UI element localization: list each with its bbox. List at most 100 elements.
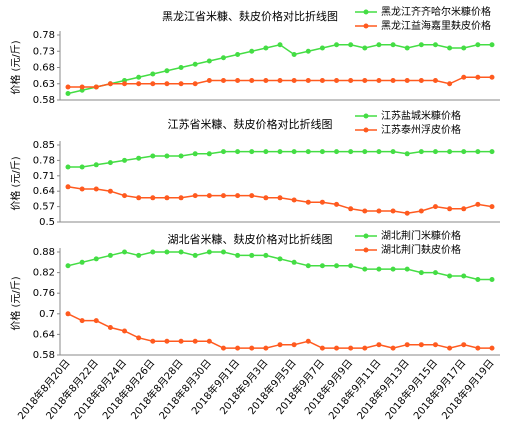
data-point bbox=[192, 252, 198, 258]
data-point bbox=[447, 149, 453, 155]
y-tick-label: 0.64 bbox=[33, 186, 55, 197]
y-tick-label: 0.73 bbox=[33, 46, 55, 57]
data-point bbox=[319, 199, 325, 205]
data-point bbox=[334, 78, 340, 83]
data-point bbox=[249, 149, 255, 155]
data-point bbox=[418, 342, 424, 348]
data-point bbox=[291, 78, 297, 83]
data-point bbox=[192, 61, 198, 67]
data-point bbox=[348, 149, 354, 155]
data-point bbox=[79, 318, 85, 324]
chart-title: 黑龙江省米糠、麸皮价格对比折线图 bbox=[162, 9, 338, 23]
data-point bbox=[93, 84, 99, 90]
data-point bbox=[489, 42, 495, 48]
data-point bbox=[263, 195, 269, 201]
data-point bbox=[235, 252, 241, 258]
data-point bbox=[461, 273, 467, 279]
data-point bbox=[164, 249, 170, 255]
data-point bbox=[418, 42, 424, 48]
data-point bbox=[362, 149, 368, 155]
data-point bbox=[461, 45, 467, 51]
data-point bbox=[376, 78, 382, 83]
data-point bbox=[249, 345, 255, 351]
data-point bbox=[475, 276, 481, 282]
data-point bbox=[277, 342, 283, 348]
data-point bbox=[93, 256, 99, 262]
data-point bbox=[206, 58, 212, 64]
data-point bbox=[305, 338, 311, 344]
data-point bbox=[93, 186, 99, 192]
data-point bbox=[376, 342, 382, 348]
data-point bbox=[107, 160, 113, 166]
data-point bbox=[489, 276, 495, 282]
legend-marker bbox=[363, 9, 369, 15]
data-point bbox=[319, 345, 325, 351]
data-point bbox=[291, 52, 297, 57]
data-point bbox=[220, 193, 226, 199]
data-point bbox=[79, 164, 85, 170]
y-tick-label: 0.58 bbox=[33, 95, 55, 106]
data-point bbox=[178, 338, 184, 344]
data-point bbox=[461, 149, 467, 155]
data-point bbox=[418, 149, 424, 155]
y-tick-label: 0.63 bbox=[33, 79, 55, 90]
data-point bbox=[461, 342, 467, 348]
data-point bbox=[178, 195, 184, 201]
data-point bbox=[192, 193, 198, 199]
data-point bbox=[404, 78, 410, 83]
data-point bbox=[277, 149, 283, 155]
data-point bbox=[348, 345, 354, 351]
data-point bbox=[249, 48, 255, 54]
data-point bbox=[150, 249, 156, 255]
y-tick-label: 0.88 bbox=[33, 247, 55, 258]
data-point bbox=[489, 345, 495, 351]
data-point bbox=[447, 45, 453, 51]
data-point bbox=[136, 74, 142, 80]
data-point bbox=[136, 252, 142, 258]
data-point bbox=[305, 78, 311, 83]
y-tick-label: 0.5 bbox=[39, 217, 55, 228]
series-line bbox=[67, 251, 492, 281]
data-point bbox=[79, 259, 85, 265]
data-point bbox=[150, 195, 156, 201]
data-point bbox=[178, 153, 184, 159]
data-point bbox=[150, 153, 156, 159]
legend-label: 湖北荆门米糠价格 bbox=[381, 229, 461, 242]
data-point bbox=[362, 208, 368, 214]
data-point bbox=[319, 263, 325, 269]
data-point bbox=[334, 201, 340, 207]
data-point bbox=[291, 149, 297, 155]
data-point bbox=[136, 335, 142, 341]
data-point bbox=[136, 195, 142, 201]
data-point bbox=[192, 151, 198, 157]
data-point bbox=[418, 208, 424, 214]
y-tick-label: 0.78 bbox=[33, 30, 55, 41]
data-point bbox=[348, 42, 354, 48]
data-point bbox=[362, 266, 368, 272]
data-point bbox=[206, 78, 212, 83]
data-point bbox=[206, 338, 212, 344]
data-point bbox=[150, 71, 156, 77]
data-point bbox=[334, 263, 340, 269]
data-point bbox=[220, 149, 226, 155]
data-point bbox=[136, 155, 142, 161]
data-point bbox=[334, 149, 340, 155]
data-point bbox=[277, 256, 283, 262]
data-point bbox=[319, 149, 325, 155]
data-point bbox=[390, 208, 396, 214]
data-point bbox=[447, 273, 453, 279]
data-point bbox=[305, 199, 311, 205]
data-point bbox=[65, 184, 71, 190]
data-point bbox=[489, 149, 495, 155]
y-tick-label: 0.78 bbox=[33, 155, 55, 166]
data-point bbox=[164, 338, 170, 344]
data-point bbox=[432, 204, 438, 210]
data-point bbox=[263, 345, 269, 351]
data-point bbox=[376, 149, 382, 155]
y-tick-label: 0.82 bbox=[33, 268, 55, 279]
data-point bbox=[348, 206, 354, 212]
data-point bbox=[107, 81, 113, 87]
data-point bbox=[150, 81, 156, 87]
data-point bbox=[475, 149, 481, 155]
